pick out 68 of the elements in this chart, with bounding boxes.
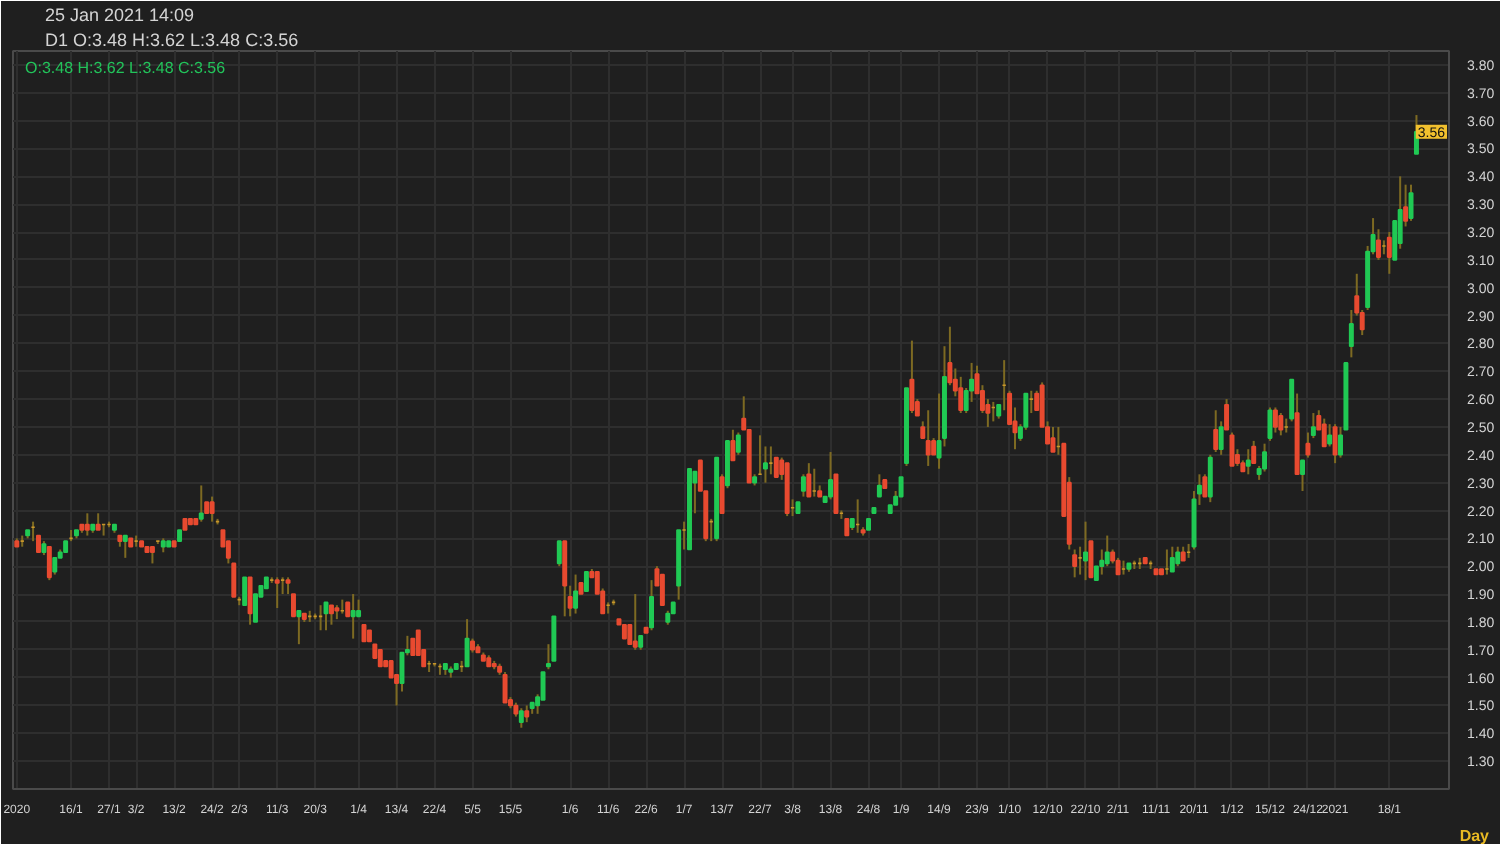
candlestick — [502, 671, 508, 704]
candlestick — [551, 615, 557, 662]
candlestick — [209, 495, 215, 523]
annotation: O:3.48 H:3.62 L:3.48 C:3.56 — [25, 59, 227, 77]
candlestick — [540, 671, 546, 701]
candlestick — [464, 618, 470, 668]
candlestick — [46, 545, 52, 582]
candlestick — [231, 562, 237, 598]
candlestick — [247, 576, 253, 626]
candlestick — [958, 375, 964, 415]
candlestick — [925, 409, 931, 467]
candlestick — [1104, 534, 1110, 568]
candlestick — [1386, 231, 1392, 275]
candlestick — [828, 451, 834, 501]
candlestick — [1207, 453, 1213, 504]
candlestick — [1289, 378, 1295, 423]
candlestick — [659, 573, 665, 606]
candlestick — [84, 512, 90, 537]
candlestick — [1278, 412, 1284, 437]
candlestick — [296, 609, 302, 646]
candlestick — [876, 473, 882, 498]
candlestick — [1202, 473, 1208, 498]
candlestick — [724, 439, 730, 490]
candlestick — [1262, 442, 1268, 473]
chart-title: 25 Jan 2021 14:09 — [45, 5, 195, 25]
candlestick — [773, 456, 779, 478]
candlestick — [122, 534, 128, 559]
candlestick — [1408, 183, 1414, 222]
candlestick — [719, 473, 725, 515]
candlestick — [562, 540, 568, 618]
candlestick — [1272, 406, 1278, 434]
candlestick — [518, 707, 524, 729]
candlestick — [1321, 417, 1327, 448]
candlestick — [800, 473, 806, 498]
candlestick — [1169, 545, 1175, 573]
candlestick — [1050, 425, 1056, 454]
candlestick — [1072, 548, 1078, 579]
candlestick — [1332, 423, 1338, 465]
candlestick — [573, 573, 579, 615]
candlestick — [898, 476, 904, 498]
candlestick — [556, 540, 562, 568]
candlestick — [1267, 406, 1273, 442]
candlestick — [242, 576, 248, 606]
candlestick — [328, 604, 334, 626]
candlestick — [735, 431, 741, 456]
candlestick — [649, 579, 655, 632]
candlestick — [198, 484, 204, 523]
candlestick — [1300, 459, 1306, 493]
candlestick — [632, 593, 638, 651]
candlestick — [350, 593, 356, 640]
candlestick — [1245, 448, 1251, 476]
candlestick — [274, 576, 280, 609]
candlestick — [1175, 545, 1181, 568]
x-axis-title: Day — [1459, 827, 1491, 844]
candlestick — [730, 428, 736, 462]
candlestick — [253, 593, 258, 623]
candlestick — [909, 339, 915, 415]
candlestick — [323, 601, 329, 632]
candlestick — [1348, 309, 1354, 359]
candlestick — [1088, 540, 1094, 579]
candlestick — [806, 462, 812, 498]
candlestick — [583, 570, 589, 593]
chart-subtitle: D1 O:3.48 H:3.62 L:3.48 C:3.56 — [45, 30, 299, 50]
candlestick — [627, 623, 633, 645]
candlestick — [1083, 520, 1089, 582]
candlestick — [290, 593, 296, 618]
candlestick — [833, 473, 839, 515]
candlestick — [1213, 409, 1219, 454]
